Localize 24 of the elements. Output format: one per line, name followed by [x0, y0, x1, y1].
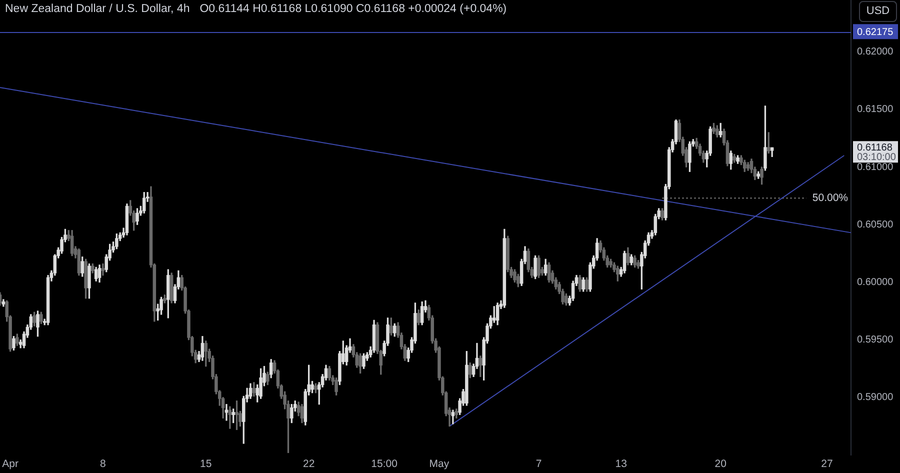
x-tick-label: May [429, 458, 450, 470]
series-label: 50.00% [812, 192, 848, 204]
x-tick-label: 22 [302, 458, 315, 470]
y-tick-label: 0.59500 [857, 334, 894, 346]
candlestick [224, 404, 228, 421]
x-tick-label: 20 [714, 458, 727, 470]
x-tick-label: 8 [100, 458, 106, 470]
x-tick-label: 7 [536, 458, 542, 470]
chart-title: New Zealand Dollar / U.S. Dollar, 4h [5, 3, 190, 15]
x-tick-label: 27 [821, 458, 833, 470]
y-tick-label: 0.61000 [857, 162, 894, 173]
y-tick-label: 0.62000 [857, 46, 894, 58]
x-tick-label: 15 [200, 458, 212, 470]
y-tick-label: 0.61500 [857, 104, 894, 116]
ref-line-label: 0.62175 [857, 26, 894, 38]
text: 0.61168 03:10:00 [857, 142, 896, 163]
x-tick-label: 15:00 [371, 458, 398, 470]
y-tick-label: 0.59000 [857, 392, 894, 404]
y-tick-label: 0.60500 [857, 219, 894, 230]
y-tick-label: 0.60000 [857, 276, 894, 288]
chart-subtitle: O0.61144 H0.61168 L0.61090 C0.61168 +0.00024 (+0.04%) [200, 3, 507, 15]
x-tick-label: Apr [2, 458, 19, 470]
y-axis-title: USD [859, 1, 897, 22]
x-tick-label: 13 [615, 458, 628, 470]
